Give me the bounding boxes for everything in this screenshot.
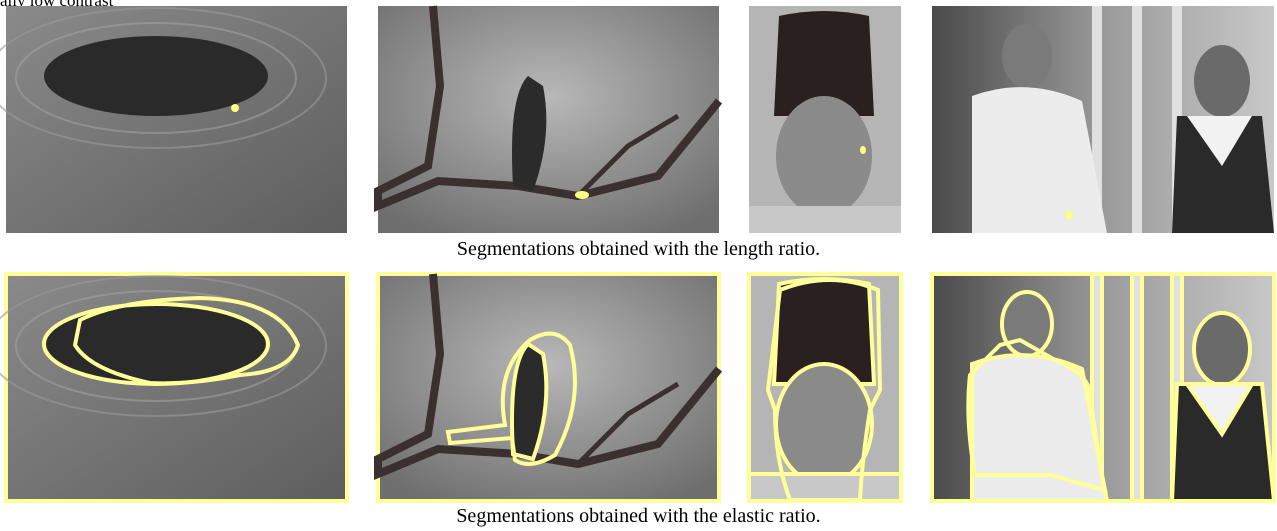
caption: Segmentations obtained with the length r… <box>456 238 821 260</box>
caption: Segmentations obtained with the elastic … <box>456 505 821 527</box>
cut-text: ally low contrast <box>0 0 114 10</box>
photos-row-2 <box>0 274 1276 501</box>
photos-row-1 <box>0 6 1274 233</box>
